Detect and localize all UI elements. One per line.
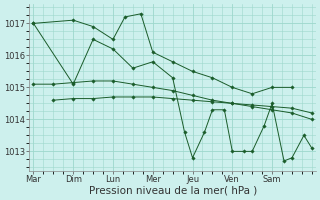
X-axis label: Pression niveau de la mer( hPa ): Pression niveau de la mer( hPa ) bbox=[89, 186, 257, 196]
